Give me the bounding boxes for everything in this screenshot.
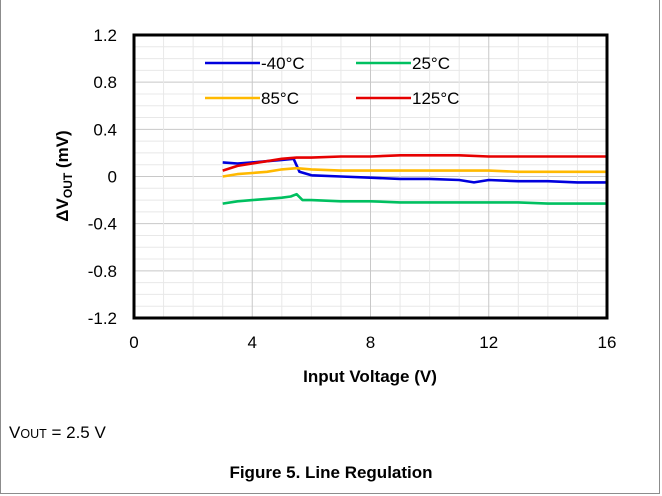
output-voltage-condition: VOUT = 2.5 V: [9, 423, 106, 442]
plot-area-border: [132, 33, 609, 320]
x-axis-ticks: 0 4 8 12 16: [129, 333, 616, 352]
x-tick-label: 8: [366, 333, 375, 352]
y-tick-label: 1.2: [93, 26, 117, 45]
x-tick-label: 12: [479, 333, 498, 352]
x-axis-label: Input Voltage (V): [303, 367, 437, 386]
legend-label: -40°C: [261, 54, 305, 73]
y-tick-label: 0: [108, 168, 117, 187]
series-line-85C: [222, 166, 607, 178]
legend-label: 25°C: [412, 54, 450, 73]
x-tick-label: 4: [248, 333, 257, 352]
figure-caption: Figure 5. Line Regulation: [229, 463, 433, 482]
line-regulation-chart: -40°C 25°C 85°C 125°C 1.2 0.8 0.4 0 -0.4 -0.8 -1.…: [53, 26, 616, 386]
y-tick-label: 0.4: [93, 120, 117, 139]
y-axis-ticks: 1.2 0.8 0.4 0 -0.4 -0.8 -1.2: [88, 26, 117, 328]
legend-label: 85°C: [261, 89, 299, 108]
chart-legend: -40°C 25°C 85°C 125°C: [205, 54, 459, 108]
chart-series-group: [222, 154, 607, 205]
y-tick-label: -0.4: [88, 215, 117, 234]
x-tick-label: 0: [129, 333, 138, 352]
series-line-25C: [222, 192, 607, 205]
y-tick-label: 0.8: [93, 73, 117, 92]
series-line-125C: [222, 154, 607, 172]
y-tick-label: -0.8: [88, 262, 117, 281]
legend-label: 125°C: [412, 89, 459, 108]
y-axis-label: ΔVOUT (mV): [53, 130, 75, 221]
y-tick-label: -1.2: [88, 309, 117, 328]
x-tick-label: 16: [598, 333, 617, 352]
